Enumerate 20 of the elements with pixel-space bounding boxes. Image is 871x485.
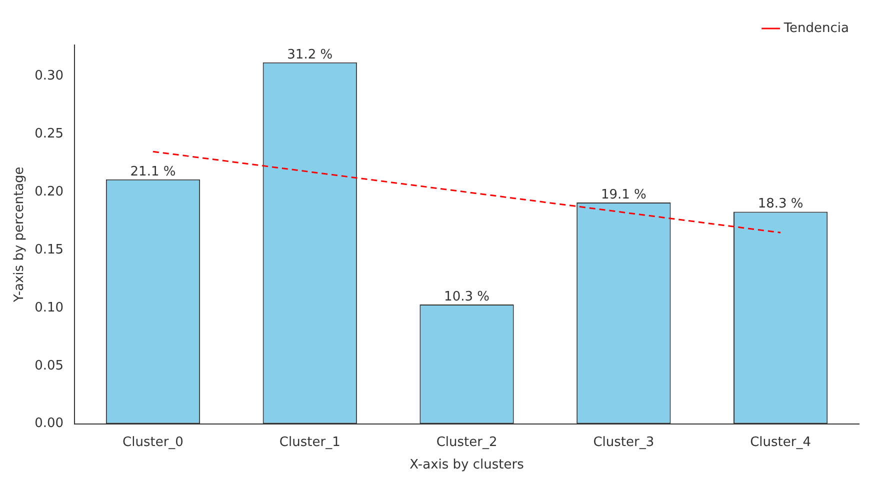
- x-tick-label: Cluster_1: [279, 434, 340, 450]
- legend-label: Tendencia: [782, 20, 850, 36]
- x-tick-label: Cluster_0: [122, 434, 184, 450]
- x-tick-label: Cluster_4: [750, 434, 812, 450]
- data-label: 21.1 %: [130, 164, 176, 180]
- data-label: 18.3 %: [758, 196, 804, 212]
- y-tick-label: 0.20: [34, 184, 64, 200]
- x-tick-label: Cluster_3: [593, 434, 654, 450]
- y-tick-label: 0.00: [34, 416, 64, 432]
- y-tick-label: 0.10: [34, 300, 64, 316]
- y-axis-title: Y-axis by percentage: [12, 166, 28, 304]
- x-axis-title: X-axis by clusters: [410, 458, 524, 473]
- data-label: 31.2 %: [287, 47, 333, 62]
- y-tick-label: 0.30: [34, 68, 64, 84]
- x-tick-label: Cluster_2: [436, 434, 498, 450]
- y-tick-label: 0.25: [34, 126, 64, 142]
- data-label: 10.3 %: [444, 289, 490, 304]
- y-tick-label: 0.05: [34, 358, 64, 374]
- data-label: 19.1 %: [600, 187, 646, 202]
- y-tick-label: 0.15: [34, 242, 64, 258]
